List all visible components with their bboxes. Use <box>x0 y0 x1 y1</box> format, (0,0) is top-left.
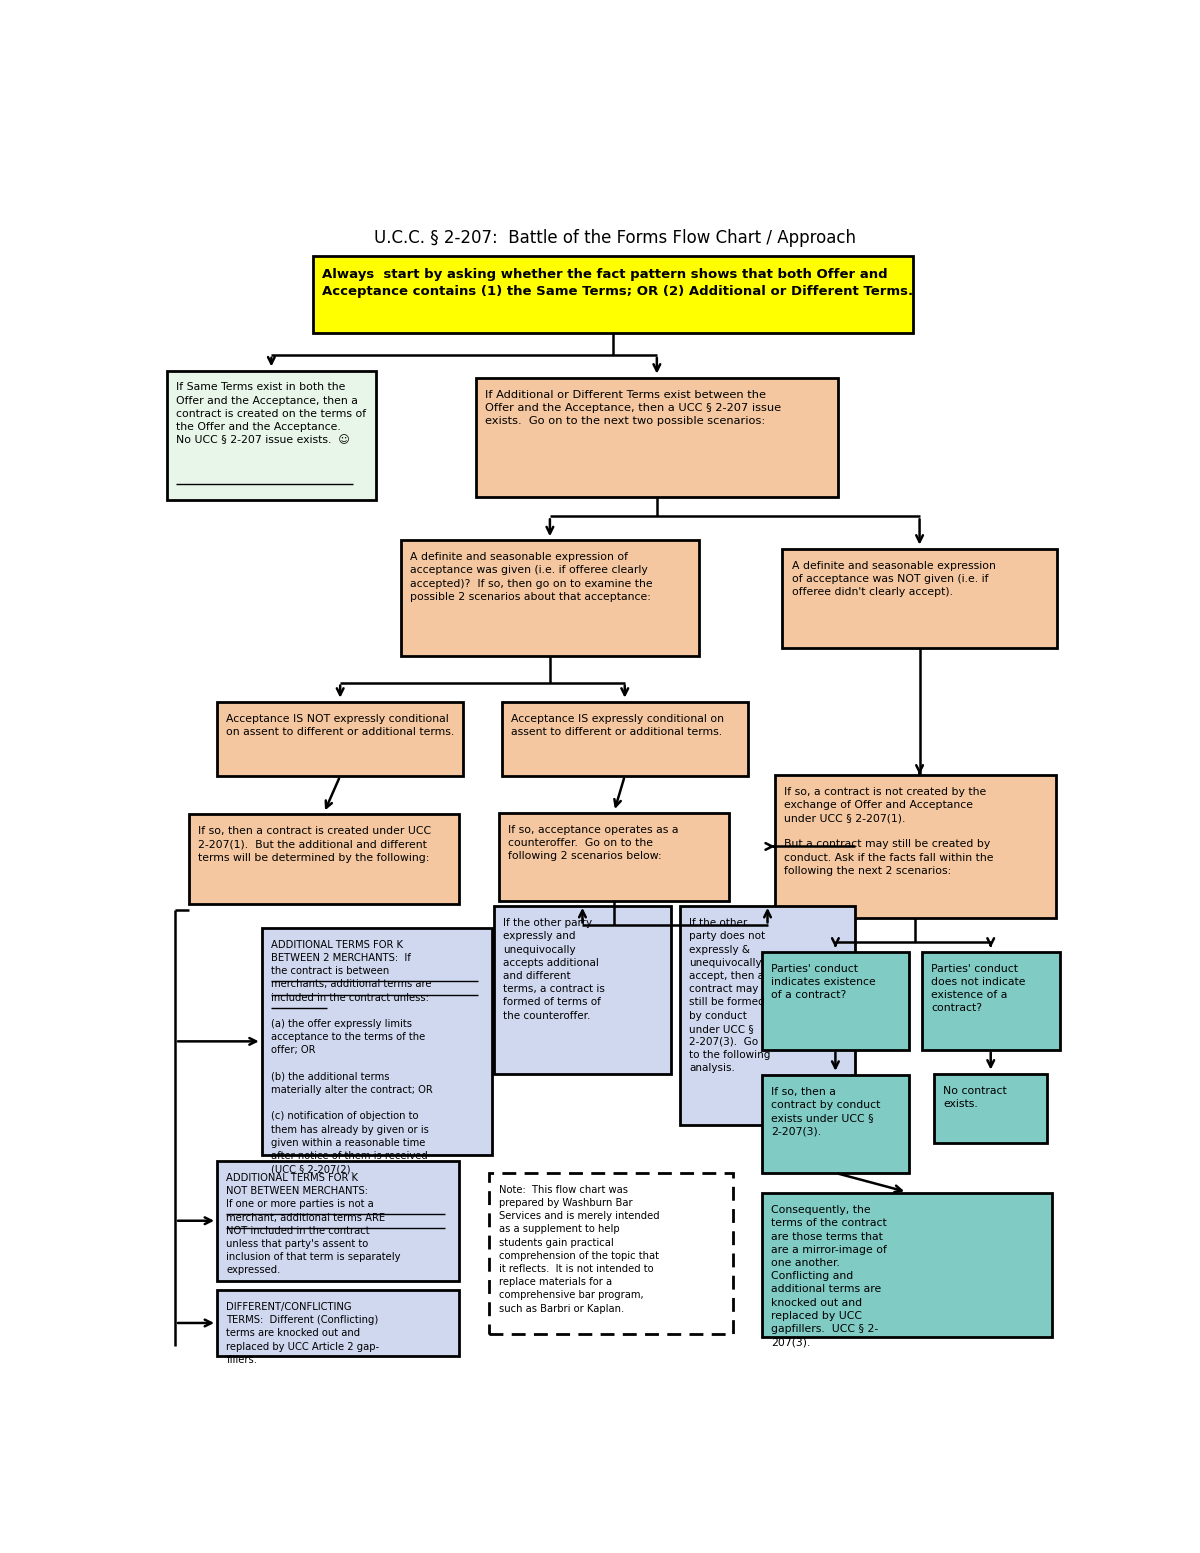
FancyBboxPatch shape <box>762 1193 1052 1337</box>
FancyBboxPatch shape <box>217 702 463 776</box>
FancyBboxPatch shape <box>782 548 1057 648</box>
Text: Always  start by asking whether the fact pattern shows that both Offer and
Accep: Always start by asking whether the fact … <box>322 267 913 298</box>
FancyBboxPatch shape <box>490 1173 733 1334</box>
Text: If Additional or Different Terms exist between the
Offer and the Acceptance, the: If Additional or Different Terms exist b… <box>485 390 781 426</box>
Text: Consequently, the
terms of the contract
are those terms that
are a mirror-image : Consequently, the terms of the contract … <box>772 1205 887 1346</box>
Text: A definite and seasonable expression
of acceptance was NOT given (i.e. if
offere: A definite and seasonable expression of … <box>792 561 996 596</box>
FancyBboxPatch shape <box>922 952 1060 1050</box>
FancyBboxPatch shape <box>762 952 908 1050</box>
FancyBboxPatch shape <box>401 540 698 657</box>
FancyBboxPatch shape <box>313 256 913 334</box>
FancyBboxPatch shape <box>494 907 671 1073</box>
Text: If the other
party does not
expressly &
unequivocally
accept, then a
contract ma: If the other party does not expressly & … <box>689 918 770 1073</box>
Text: If Same Terms exist in both the
Offer and the Acceptance, then a
contract is cre: If Same Terms exist in both the Offer an… <box>176 382 366 446</box>
Text: ADDITIONAL TERMS FOR K
BETWEEN 2 MERCHANTS:  If
the contract is between
merchant: ADDITIONAL TERMS FOR K BETWEEN 2 MERCHAN… <box>271 940 433 1174</box>
FancyBboxPatch shape <box>502 702 748 776</box>
Text: ADDITIONAL TERMS FOR K
NOT BETWEEN MERCHANTS:
If one or more parties is not a
me: ADDITIONAL TERMS FOR K NOT BETWEEN MERCH… <box>227 1173 401 1275</box>
Text: DIFFERENT/CONFLICTING
TERMS:  Different (Conflicting)
terms are knocked out and
: DIFFERENT/CONFLICTING TERMS: Different (… <box>227 1301 379 1365</box>
Text: A definite and seasonable expression of
acceptance was given (i.e. if offeree cl: A definite and seasonable expression of … <box>410 553 653 603</box>
FancyBboxPatch shape <box>190 814 458 904</box>
Text: No contract
exists.: No contract exists. <box>943 1086 1007 1109</box>
Text: Acceptance IS NOT expressly conditional
on assent to different or additional ter: Acceptance IS NOT expressly conditional … <box>227 714 455 738</box>
FancyBboxPatch shape <box>262 927 492 1155</box>
FancyBboxPatch shape <box>762 1075 908 1173</box>
FancyBboxPatch shape <box>934 1073 1048 1143</box>
FancyBboxPatch shape <box>475 377 839 497</box>
Text: If the other party
expressly and
unequivocally
accepts additional
and different
: If the other party expressly and unequiv… <box>504 918 605 1020</box>
FancyBboxPatch shape <box>167 371 376 500</box>
Text: U.C.C. § 2-207:  Battle of the Forms Flow Chart / Approach: U.C.C. § 2-207: Battle of the Forms Flow… <box>374 228 856 247</box>
Text: If so, then a contract is created under UCC
2-207(1).  But the additional and di: If so, then a contract is created under … <box>198 826 432 862</box>
Text: Parties' conduct
indicates existence
of a contract?: Parties' conduct indicates existence of … <box>772 963 876 1000</box>
Text: If so, a contract is not created by the
exchange of Offer and Acceptance
under U: If so, a contract is not created by the … <box>785 787 994 876</box>
FancyBboxPatch shape <box>217 1291 458 1356</box>
Text: If so, then a
contract by conduct
exists under UCC §
2-207(3).: If so, then a contract by conduct exists… <box>772 1087 881 1137</box>
Text: Note:  This flow chart was
prepared by Washburn Bar
Services and is merely inten: Note: This flow chart was prepared by Wa… <box>499 1185 659 1314</box>
FancyBboxPatch shape <box>680 907 854 1124</box>
FancyBboxPatch shape <box>217 1162 458 1281</box>
Text: Acceptance IS expressly conditional on
assent to different or additional terms.: Acceptance IS expressly conditional on a… <box>511 714 724 738</box>
Text: If so, acceptance operates as a
counteroffer.  Go on to the
following 2 scenario: If so, acceptance operates as a countero… <box>508 825 678 862</box>
FancyBboxPatch shape <box>775 775 1056 918</box>
Text: Parties' conduct
does not indicate
existence of a
contract?: Parties' conduct does not indicate exist… <box>931 963 1026 1013</box>
FancyBboxPatch shape <box>499 812 730 901</box>
